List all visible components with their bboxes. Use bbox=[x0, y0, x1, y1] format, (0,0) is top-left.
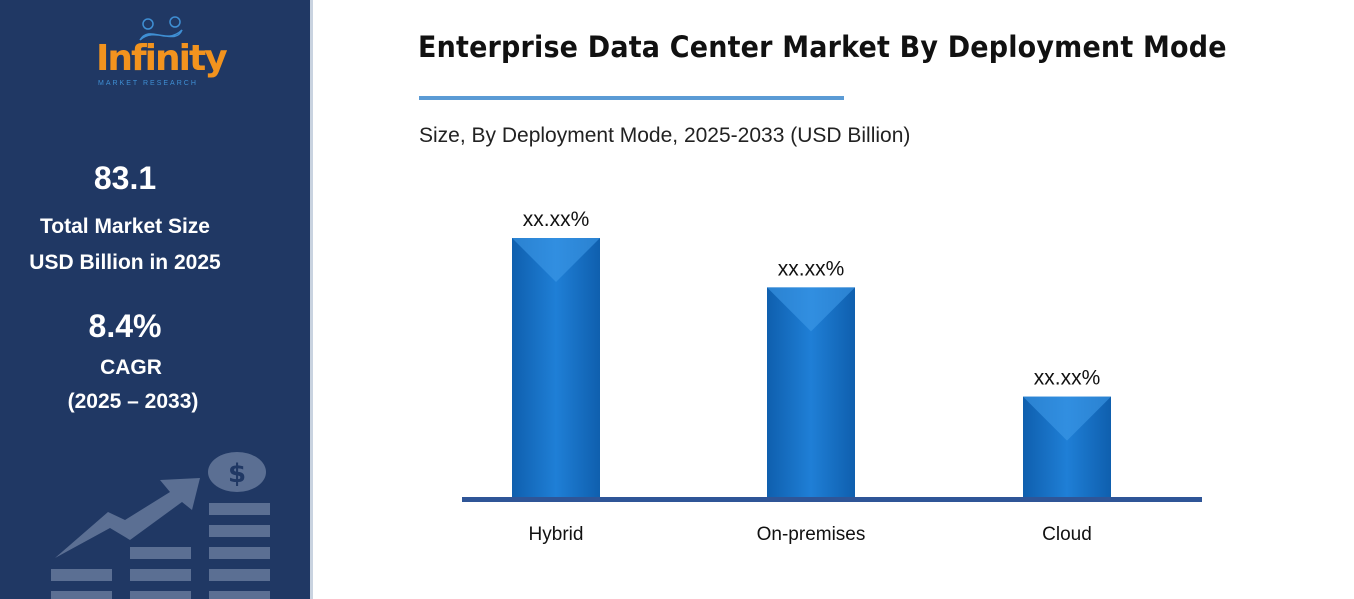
svg-text:$: $ bbox=[228, 459, 246, 489]
infinity-logo: Infinity MARKET RESEARCH bbox=[96, 16, 236, 92]
bar-bevel bbox=[1023, 396, 1111, 441]
cagr-value: 8.4% bbox=[88, 308, 162, 344]
category-label: Cloud bbox=[1042, 524, 1092, 545]
growth-chart-dollar-icon: $ bbox=[51, 452, 270, 599]
bar-bevel bbox=[512, 238, 600, 282]
title-underline bbox=[419, 96, 844, 100]
x-axis-line bbox=[462, 497, 1202, 502]
cagr-period: (2025 – 2033) bbox=[67, 390, 199, 413]
bar-bevel bbox=[767, 287, 855, 332]
data-label: xx.xx% bbox=[523, 208, 590, 231]
data-label: xx.xx% bbox=[778, 257, 845, 280]
sidebar: Infinity MARKET RESEARCH 83.1 Total Mark… bbox=[0, 0, 313, 599]
market-size-label: Total Market Size bbox=[40, 215, 210, 238]
logo-figures-icon bbox=[139, 16, 183, 41]
market-size-value: 83.1 bbox=[93, 160, 157, 196]
data-label: xx.xx% bbox=[1034, 367, 1101, 390]
chart-title: Enterprise Data Center Market By Deploym… bbox=[418, 30, 1227, 64]
logo-tagline: MARKET RESEARCH bbox=[98, 80, 198, 87]
category-label: Hybrid bbox=[529, 524, 584, 545]
cagr-label: CAGR bbox=[100, 356, 162, 379]
logo-wordmark: Infinity bbox=[96, 38, 228, 79]
chart-subtitle: Size, By Deployment Mode, 2025-2033 (USD… bbox=[419, 124, 911, 147]
category-label: On-premises bbox=[757, 524, 866, 545]
market-size-unit: USD Billion in 2025 bbox=[29, 251, 221, 274]
